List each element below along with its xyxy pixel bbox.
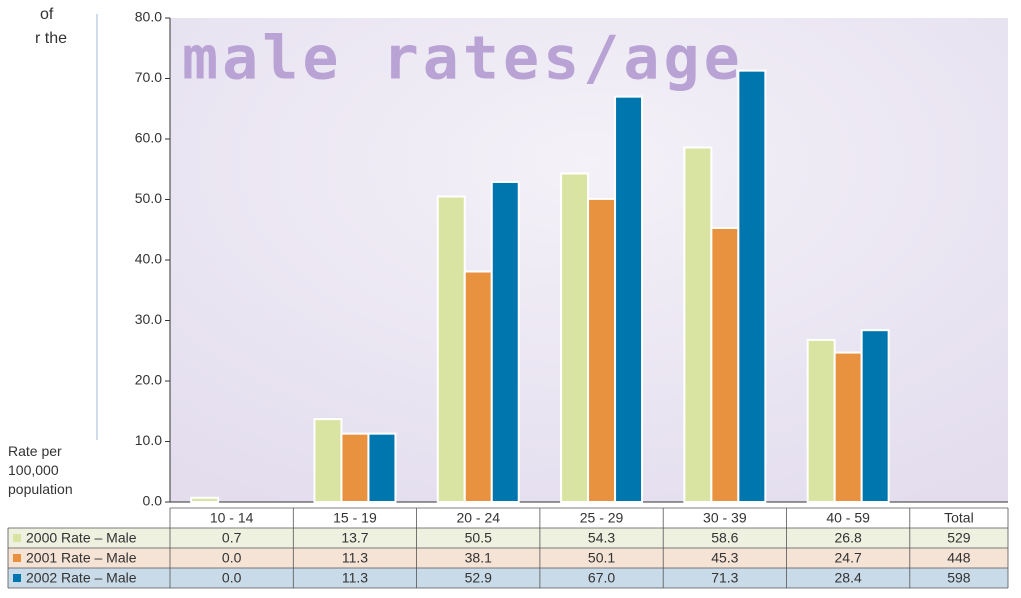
table-row	[8, 548, 1008, 568]
table-cell: 67.0	[588, 570, 615, 586]
x-tick-label: 20 - 24	[456, 510, 500, 526]
bar	[190, 496, 220, 504]
x-tick-label: 15 - 19	[333, 510, 377, 526]
x-tick-label: 25 - 29	[580, 510, 624, 526]
y-axis-label: Rate per 100,000 population	[8, 443, 73, 497]
x-tick-label: 10 - 14	[210, 510, 254, 526]
table-cell: 28.4	[835, 570, 862, 586]
table-cell: 38.1	[465, 550, 492, 566]
side-text: r the	[35, 30, 68, 47]
y-tick-label: 10.0	[135, 432, 162, 448]
table-cell: 52.9	[465, 570, 492, 586]
x-tick-label: 40 - 59	[826, 510, 870, 526]
bar	[614, 95, 644, 504]
legend-label: 2002 Rate – Male	[26, 570, 137, 586]
table-cell: 50.5	[465, 530, 492, 546]
legend-swatch	[13, 534, 21, 542]
y-tick-label: 60.0	[135, 130, 162, 146]
table-cell: 0.0	[222, 550, 242, 566]
legend-swatch	[13, 574, 21, 582]
table-cell: 0.7	[222, 530, 242, 546]
table-cell: 0.0	[222, 570, 242, 586]
table-cell: 529	[947, 530, 971, 546]
table-cell: 13.7	[341, 530, 368, 546]
x-tick-label: 30 - 39	[703, 510, 747, 526]
y-tick-label: 50.0	[135, 190, 162, 206]
side-text: of	[40, 6, 54, 23]
table-cell: 11.3	[342, 570, 368, 586]
table-row	[8, 568, 1008, 588]
table-cell: 54.3	[588, 530, 615, 546]
legend-label: 2000 Rate – Male	[26, 530, 137, 546]
bar	[463, 270, 493, 503]
bar	[806, 338, 836, 503]
bar	[737, 69, 767, 503]
bar	[313, 418, 343, 503]
y-tick-label: 40.0	[135, 251, 162, 267]
bar	[860, 329, 890, 503]
y-tick-label: 70.0	[135, 69, 162, 85]
bar	[683, 146, 713, 503]
table-cell: 58.6	[711, 530, 738, 546]
chart-title: male rates/age	[182, 24, 744, 94]
bar	[340, 432, 370, 504]
bar	[833, 351, 863, 503]
bar	[560, 172, 590, 504]
table-header: Total	[944, 510, 974, 526]
bar	[587, 197, 617, 504]
bar	[710, 226, 740, 503]
legend-label: 2001 Rate – Male	[26, 550, 137, 566]
table-cell: 11.3	[342, 550, 368, 566]
table-row	[8, 528, 1008, 548]
bar	[367, 432, 397, 504]
table-cell: 71.3	[711, 570, 738, 586]
bar	[490, 180, 520, 504]
table-cell: 45.3	[711, 550, 738, 566]
y-tick-label: 80.0	[135, 9, 162, 25]
table-cell: 448	[947, 550, 971, 566]
table-cell: 26.8	[835, 530, 862, 546]
bar	[436, 195, 466, 503]
y-tick-label: 20.0	[135, 372, 162, 388]
table-cell: 50.1	[588, 550, 615, 566]
y-tick-label: 30.0	[135, 311, 162, 327]
table-cell: 24.7	[835, 550, 862, 566]
y-tick-label: 0.0	[143, 493, 163, 509]
table-cell: 598	[947, 570, 971, 586]
legend-swatch	[13, 554, 21, 562]
